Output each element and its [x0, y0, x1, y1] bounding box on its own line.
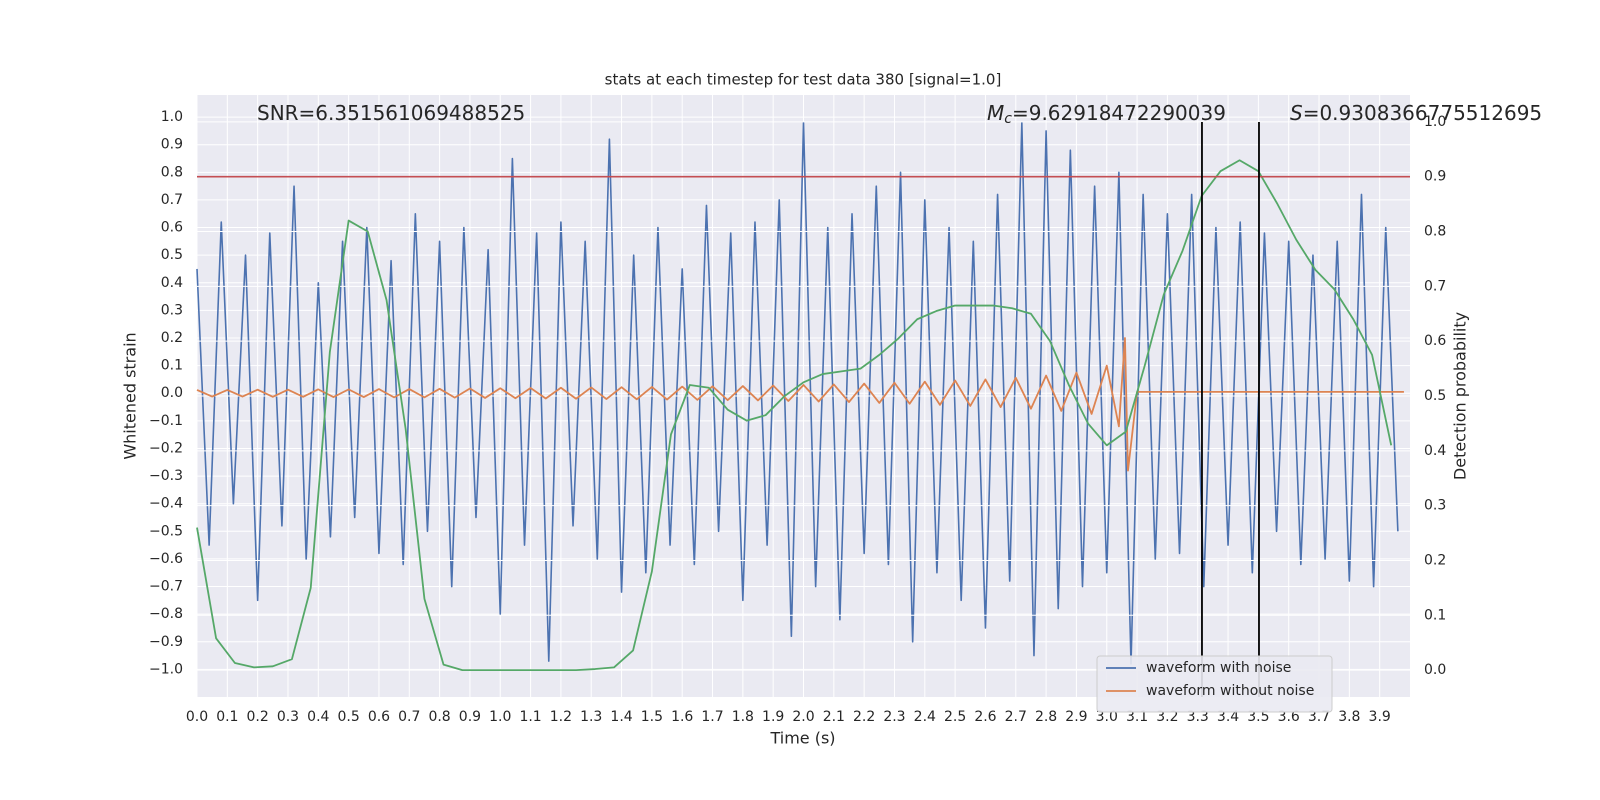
- x-tick-label: 3.4: [1217, 709, 1239, 725]
- x-tick-label: 3.1: [1126, 709, 1148, 725]
- x-tick-label: 3.0: [1096, 709, 1118, 725]
- x-tick-label: 2.4: [914, 709, 936, 725]
- x-axis-label: Time (s): [769, 729, 835, 748]
- y-axis-label: Whitened strain: [121, 332, 140, 459]
- x-tick-label: 3.9: [1369, 709, 1391, 725]
- x-tick-label: 1.4: [610, 709, 632, 725]
- y-tick-label: −0.1: [149, 413, 183, 429]
- x-tick-label: 0.6: [368, 709, 390, 725]
- y-tick-label: −0.3: [149, 468, 183, 484]
- y-tick-label: 0.7: [161, 192, 183, 208]
- x-tick-label: 3.6: [1278, 709, 1300, 725]
- x-tick-label: 2.6: [974, 709, 996, 725]
- y-tick-label: −0.5: [149, 523, 183, 539]
- y2-tick-label: 0.3: [1424, 498, 1446, 514]
- x-tick-label: 1.0: [489, 709, 511, 725]
- y2-tick-label: 0.8: [1424, 224, 1446, 240]
- x-tick-label: 0.5: [337, 709, 359, 725]
- y-tick-label: 0.0: [161, 385, 183, 401]
- y-tick-label: −0.6: [149, 551, 183, 567]
- y-tick-label: 0.9: [161, 137, 183, 153]
- y-tick-label: 0.8: [161, 164, 183, 180]
- series-line: [196, 159, 1393, 672]
- y2-axis-label: Detection probability: [1451, 312, 1470, 480]
- y-tick-label: 0.4: [161, 275, 183, 291]
- annotation-subscript: c: [1004, 111, 1012, 127]
- y-tick-label: 1.0: [161, 109, 183, 125]
- y-tick-label: 0.1: [161, 358, 183, 374]
- x-tick-label: 2.7: [1005, 709, 1027, 725]
- y-tick-label: −0.8: [149, 606, 183, 622]
- y-tick-label: 0.6: [161, 220, 183, 236]
- y2-tick-label: 1.0: [1424, 114, 1446, 130]
- annotation: SNR=6.351561069488525: [257, 101, 525, 125]
- annotation-text: =9.62918472290039: [1012, 101, 1226, 125]
- annotation: Mc=9.62918472290039: [987, 101, 1226, 128]
- x-tick-label: 3.5: [1247, 709, 1269, 725]
- y-tick-label: −0.2: [149, 440, 183, 456]
- series-line: [196, 121, 1399, 665]
- annotation-text: =0.9308366775512695: [1303, 101, 1542, 125]
- annotation-symbol: S: [1290, 101, 1303, 125]
- y2-tick-label: 0.9: [1424, 169, 1446, 185]
- legend-box: [1096, 655, 1333, 713]
- series-line: [196, 337, 1404, 472]
- y2-tick-label: 0.2: [1424, 552, 1446, 568]
- x-tick-label: 3.7: [1308, 709, 1330, 725]
- y-tick-label: 0.2: [161, 330, 183, 346]
- legend-label: waveform without noise: [1146, 683, 1314, 699]
- x-tick-label: 2.2: [853, 709, 875, 725]
- x-tick-label: 1.6: [671, 709, 693, 725]
- x-tick-label: 0.1: [216, 709, 238, 725]
- x-tick-label: 2.1: [823, 709, 845, 725]
- legend-label: waveform with noise: [1146, 660, 1291, 676]
- annotation: S=0.9308366775512695: [1290, 101, 1542, 125]
- x-tick-label: 3.3: [1187, 709, 1209, 725]
- y-tick-label: −0.7: [149, 579, 183, 595]
- annotation-text: SNR=6.351561069488525: [257, 101, 525, 125]
- x-tick-label: 1.7: [701, 709, 723, 725]
- x-tick-label: 2.3: [883, 709, 905, 725]
- x-tick-label: 2.9: [1065, 709, 1087, 725]
- y-tick-label: 0.5: [161, 247, 183, 263]
- x-tick-label: 0.7: [398, 709, 420, 725]
- x-tick-label: 1.9: [762, 709, 784, 725]
- x-tick-label: 3.2: [1156, 709, 1178, 725]
- chart-title: stats at each timestep for test data 380…: [605, 71, 1002, 89]
- x-tick-label: 1.2: [550, 709, 572, 725]
- y2-tick-label: 0.7: [1424, 278, 1446, 294]
- x-tick-label: 0.2: [247, 709, 269, 725]
- x-tick-label: 0.4: [307, 709, 329, 725]
- x-tick-label: 2.0: [792, 709, 814, 725]
- x-tick-label: 2.8: [1035, 709, 1057, 725]
- x-tick-label: 3.8: [1338, 709, 1360, 725]
- x-tick-label: 1.3: [580, 709, 602, 725]
- y-tick-label: −0.9: [149, 634, 183, 650]
- y-tick-label: −1.0: [149, 661, 183, 677]
- y2-tick-label: 0.1: [1424, 607, 1446, 623]
- x-tick-label: 0.3: [277, 709, 299, 725]
- x-tick-label: 0.0: [186, 709, 208, 725]
- x-tick-label: 1.8: [732, 709, 754, 725]
- y-tick-label: 0.3: [161, 302, 183, 318]
- y2-tick-label: 0.5: [1424, 388, 1446, 404]
- y2-tick-label: 0.0: [1424, 662, 1446, 678]
- y2-tick-label: 0.4: [1424, 443, 1446, 459]
- x-tick-label: 1.1: [519, 709, 541, 725]
- x-tick-label: 0.8: [428, 709, 450, 725]
- annotation-symbol: M: [987, 101, 1004, 125]
- y-tick-label: −0.4: [149, 496, 183, 512]
- x-tick-label: 1.5: [641, 709, 663, 725]
- y2-tick-label: 0.6: [1424, 333, 1446, 349]
- x-tick-label: 0.9: [459, 709, 481, 725]
- x-tick-label: 2.5: [944, 709, 966, 725]
